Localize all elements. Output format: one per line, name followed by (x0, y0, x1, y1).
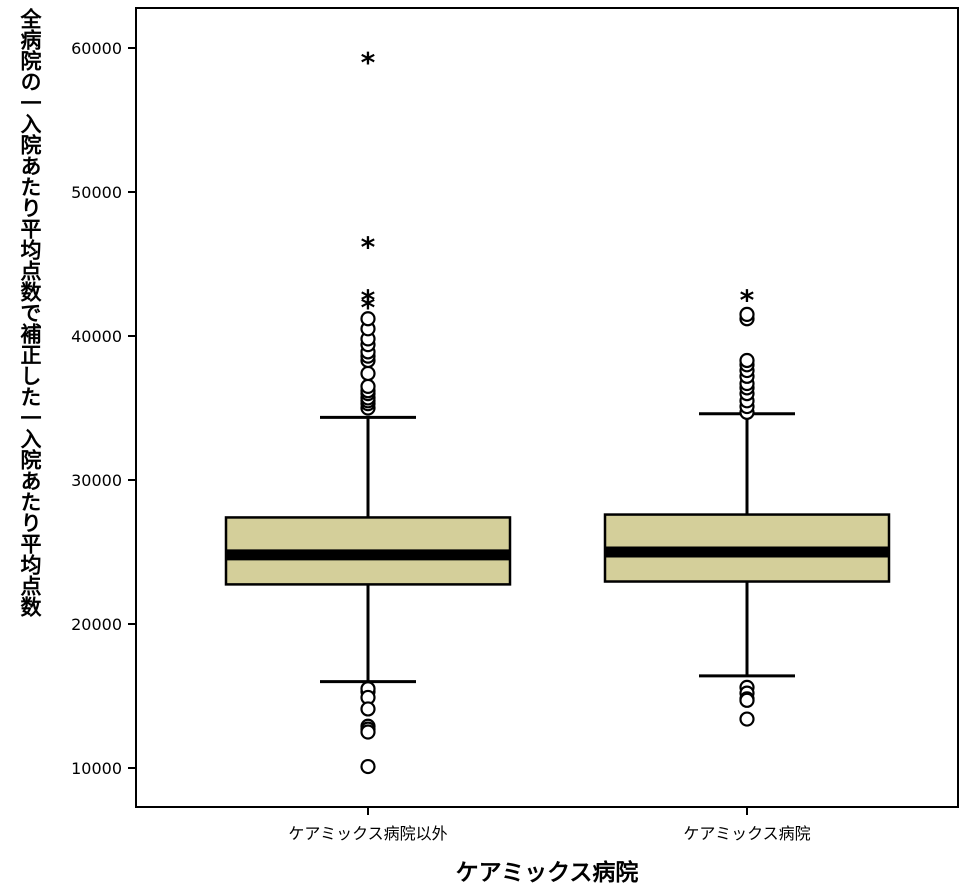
outlier-star: * (361, 230, 376, 263)
outlier-star: * (361, 46, 376, 79)
y-tick-label: 10000 (71, 759, 122, 778)
outlier-circle (360, 758, 376, 775)
y-tick-label: 60000 (71, 39, 122, 58)
outlier-circle (739, 692, 755, 708)
outlier-circle (360, 378, 376, 394)
y-tick-label: 30000 (71, 471, 122, 490)
outlier-circle (360, 365, 376, 382)
outlier-circle (739, 306, 755, 322)
outlier-star: * (361, 284, 376, 317)
outlier-circle (739, 352, 755, 369)
y-tick-label: 40000 (71, 327, 122, 346)
y-tick-label: 20000 (71, 615, 122, 634)
x-axis-label: ケアミックス病院 (455, 860, 639, 886)
x-tick-label: ケアミックス病院以外 (288, 824, 447, 843)
outlier-circle (360, 311, 376, 327)
outlier-star: * (740, 284, 755, 317)
outlier-circle (360, 701, 376, 717)
y-tick-label: 50000 (71, 183, 122, 202)
plot-frame (135, 7, 959, 808)
outlier-star: * (361, 291, 376, 324)
x-tick-label: ケアミックス病院 (683, 824, 810, 843)
y-axis-label: 全病院の一入院あたり平均点数で補正した一入院あたり平均点数 (18, 8, 42, 617)
outlier-circle (360, 724, 376, 740)
outlier-circle (739, 711, 755, 727)
